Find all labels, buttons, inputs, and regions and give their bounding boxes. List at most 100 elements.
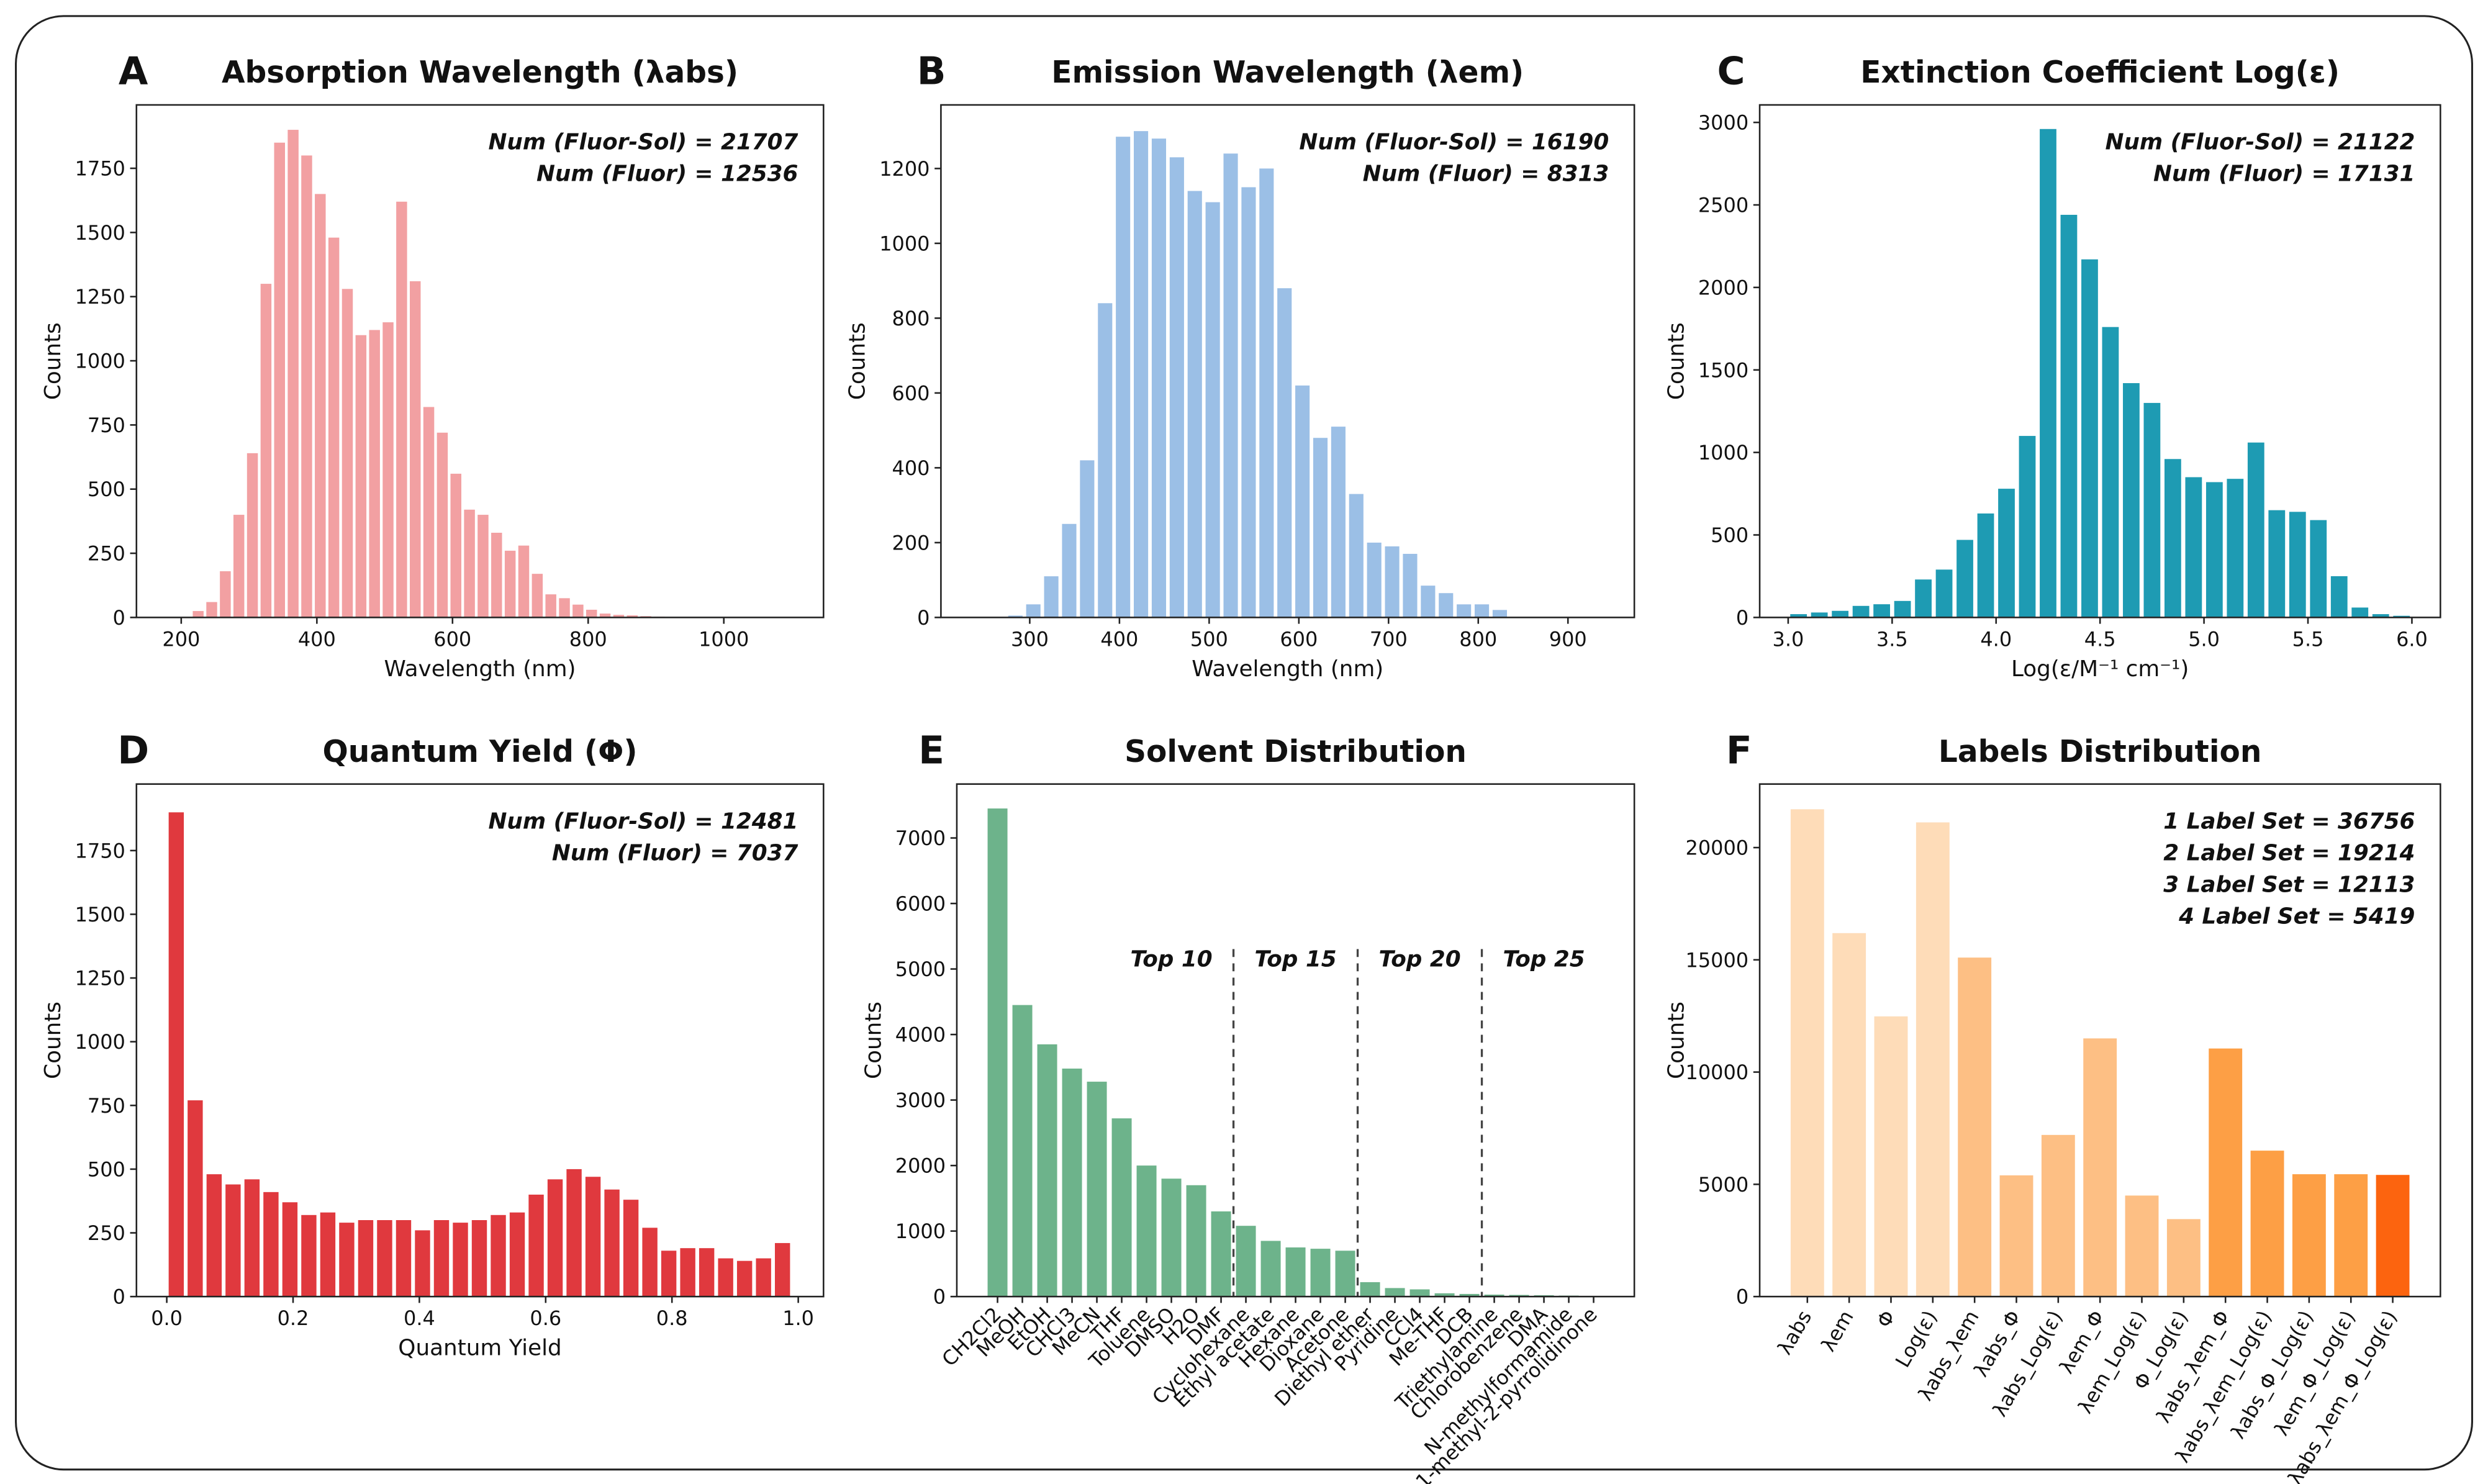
histogram-bar — [2040, 129, 2056, 618]
histogram-bar — [342, 289, 353, 618]
y-tick-label: 0 — [113, 1285, 125, 1309]
panel-title: Absorption Wavelength (λabs) — [222, 55, 738, 90]
y-tick-label: 0 — [1736, 1285, 1748, 1309]
x-axis-label: Quantum Yield — [398, 1336, 561, 1361]
x-tick-label: 0.0 — [151, 1306, 183, 1330]
bar — [1260, 1241, 1281, 1297]
histogram-bar — [471, 1220, 487, 1297]
annotation: Num (Fluor-Sol) = 12481 — [489, 808, 798, 834]
histogram-bar — [2205, 482, 2223, 618]
histogram-bar — [532, 574, 543, 618]
x-axis-label: Log(ε/M⁻¹ cm⁻¹) — [2011, 656, 2189, 682]
histogram-bar — [247, 453, 258, 618]
bar — [1360, 1282, 1380, 1297]
x-tick-label: 600 — [1280, 627, 1318, 651]
histogram-bar — [2143, 402, 2161, 618]
x-tick-label: 300 — [1011, 627, 1049, 651]
histogram-bar — [409, 281, 421, 618]
bar — [2166, 1219, 2201, 1297]
y-tick-label: 0 — [917, 606, 930, 630]
histogram-bar — [1080, 460, 1095, 618]
histogram-bar — [1790, 614, 1807, 618]
histogram-bar — [585, 1177, 601, 1297]
histogram-bar — [369, 330, 380, 618]
x-tick-label: 1000 — [699, 627, 749, 651]
y-tick-label: 250 — [88, 1221, 125, 1245]
histogram-bar — [504, 550, 516, 618]
y-tick-label: 0 — [933, 1285, 946, 1309]
histogram-bar — [2289, 512, 2306, 618]
histogram-bar — [260, 284, 272, 618]
annotation: Num (Fluor) = 8313 — [1363, 161, 1609, 187]
histogram-bar — [1134, 131, 1149, 618]
bar — [1211, 1211, 1231, 1297]
plot-frame — [135, 104, 825, 618]
histogram-bar — [627, 615, 638, 618]
x-tick-label: 400 — [298, 627, 336, 651]
histogram-bar — [433, 1220, 450, 1297]
histogram-bar — [1956, 540, 1973, 618]
y-axis-label: Counts — [1663, 322, 1689, 400]
y-tick-label: 750 — [88, 414, 125, 437]
x-tick-label: 700 — [1370, 627, 1408, 651]
y-tick-label: 4000 — [895, 1023, 946, 1047]
panel-title: Labels Distribution — [1938, 735, 2262, 769]
bar — [2334, 1174, 2368, 1297]
bar — [1285, 1247, 1306, 1297]
histogram-bar — [1169, 157, 1184, 618]
histogram-bar — [491, 1215, 506, 1297]
x-tick-label: 1.0 — [782, 1306, 814, 1330]
histogram-bar — [206, 1174, 222, 1297]
plot-frame — [940, 104, 1635, 618]
bar — [1459, 1293, 1480, 1297]
y-tick-label: 1000 — [879, 232, 930, 255]
y-tick-label: 750 — [88, 1094, 125, 1118]
histogram-bar — [1241, 187, 1256, 618]
bar — [1385, 1288, 1405, 1297]
histogram-bar — [450, 473, 461, 618]
annotation: 2 Label Set = 19214 — [2163, 840, 2415, 866]
histogram-bar — [491, 532, 502, 618]
panel-title: Extinction Coefficient Log(ε) — [1860, 55, 2340, 90]
histogram-bar — [355, 335, 367, 618]
histogram-bar — [518, 545, 530, 618]
histogram-bar — [2060, 214, 2078, 618]
y-axis-label: Counts — [40, 322, 66, 400]
histogram-bar — [680, 1248, 695, 1297]
y-tick-label: 2500 — [1698, 194, 1748, 217]
x-tick-label: 600 — [433, 627, 471, 651]
histogram-bar — [477, 515, 489, 618]
x-tick-label: 6.0 — [2396, 627, 2428, 651]
histogram-bar — [2393, 615, 2410, 618]
annotation: Num (Fluor) = 12536 — [536, 161, 798, 187]
histogram-bar — [1915, 579, 1932, 618]
y-axis-label: Counts — [1663, 1002, 1689, 1079]
y-tick-label: 1250 — [75, 967, 125, 990]
plot-frame — [956, 783, 1635, 1298]
x-axis-label: Wavelength (nm) — [384, 656, 576, 682]
histogram-bar — [1998, 489, 2015, 618]
histogram-bar — [756, 1258, 771, 1297]
histogram-bar — [1421, 586, 1436, 618]
bar — [2250, 1151, 2284, 1297]
group-label: Top 15 — [1254, 947, 1336, 972]
y-tick-label: 0 — [1736, 606, 1748, 630]
histogram-bar — [1935, 569, 1953, 618]
y-tick-label: 10000 — [1686, 1061, 1749, 1084]
bar — [2292, 1174, 2326, 1297]
histogram-bar — [2164, 459, 2181, 618]
histogram-bar — [2268, 510, 2286, 618]
histogram-bar — [263, 1192, 279, 1297]
histogram-bar — [599, 613, 611, 618]
bar — [1434, 1293, 1455, 1297]
histogram-bar — [1116, 137, 1131, 618]
histogram-bar — [233, 515, 245, 618]
histogram-bar — [1474, 604, 1490, 618]
histogram-bar — [1259, 168, 1274, 618]
histogram-bar — [1894, 600, 1911, 618]
annotation: Num (Fluor) = 7037 — [552, 840, 798, 866]
histogram-bar — [1313, 438, 1328, 618]
histogram-bar — [2019, 436, 2036, 618]
x-tick-label: 3.5 — [1876, 627, 1908, 651]
